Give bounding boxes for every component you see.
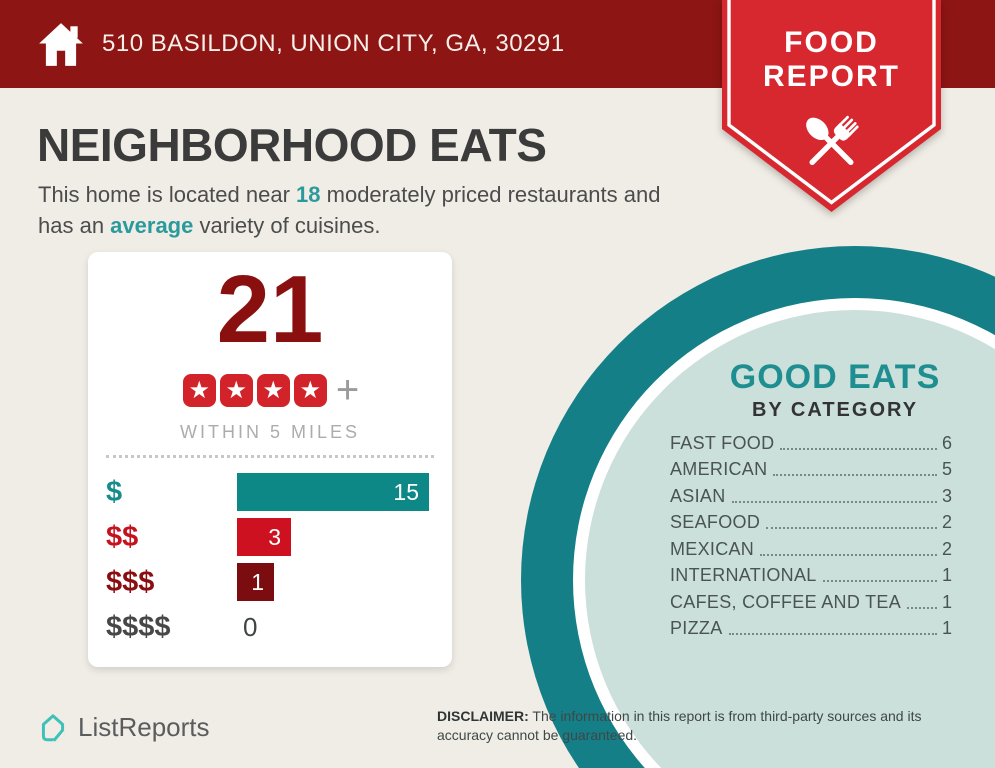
category-row: PIZZA 1 [670, 616, 952, 643]
disclaimer: DISCLAIMER: The information in this repo… [437, 707, 961, 745]
dot-leader [907, 606, 937, 609]
category-label: PIZZA [670, 618, 723, 638]
category-label: CAFES, COFFEE AND TEA [670, 591, 902, 612]
dot-leader [760, 553, 937, 556]
variety-highlight: average [110, 213, 194, 239]
category-value: 2 [941, 512, 952, 532]
home-icon [39, 23, 83, 66]
category-value: 1 [941, 618, 952, 638]
dot-leader [766, 527, 937, 529]
dot-leader [731, 500, 937, 503]
category-row: FAST FOOD 6 [670, 430, 952, 457]
ribbon-line1: FOOD [784, 26, 879, 59]
price-bar: 3 [237, 518, 291, 557]
star-icon: ★ [293, 373, 327, 407]
category-value: 1 [941, 591, 952, 612]
total-restaurants: 21 [216, 256, 324, 363]
category-value: 6 [941, 432, 952, 453]
ribbon-border [727, 0, 936, 205]
stats-card: 21 ★ ★ ★ ★ + WITHIN 5 MILES $ 15 $$ 3 $$$ 1 … [88, 252, 452, 667]
listreports-brand: ListReports [36, 710, 210, 744]
star-icon: ★ [219, 373, 253, 407]
disclaimer-text: The information in this report is from t… [437, 708, 922, 743]
category-label: AMERICAN [670, 459, 768, 479]
category-value: 3 [941, 485, 952, 506]
intro-post: variety of cuisines. [193, 213, 381, 239]
category-label: SEAFOOD [670, 512, 761, 532]
category-label: FAST FOOD [670, 432, 775, 453]
price-label: $$ [106, 520, 139, 553]
star-icon: ★ [256, 373, 290, 407]
price-bar-value: 1 [251, 568, 264, 595]
price-label: $$$ [106, 565, 155, 598]
restaurant-count: 18 [296, 182, 321, 207]
intro-mid: moderately priced restaurants and has an [38, 182, 661, 239]
good-eats-subtitle: BY CATEGORY [751, 399, 919, 421]
dot-leader [822, 580, 937, 582]
price-row-1: $ 15 [106, 473, 434, 512]
category-row: AMERICAN 5 [670, 457, 952, 484]
category-row: SEAFOOD 2 [670, 510, 952, 537]
category-label: MEXICAN [670, 538, 755, 559]
price-label: $$$$ [106, 610, 171, 643]
price-row-4: $$$$ 0 [106, 608, 434, 646]
dot-leader [780, 447, 937, 450]
price-bar-value: 3 [268, 523, 281, 550]
category-value: 2 [941, 538, 952, 559]
category-row: ASIAN 3 [670, 483, 952, 510]
plus-icon: + [335, 368, 360, 413]
spoon-fork-icon [806, 115, 859, 166]
good-eats-title: GOOD EATS [729, 358, 941, 396]
category-value: 1 [941, 565, 952, 585]
good-eats-header: GOOD EATS BY CATEGORY [690, 358, 980, 422]
listreports-logo-icon [41, 714, 65, 742]
dot-leader [728, 633, 937, 635]
category-row: CAFES, COFFEE AND TEA 1 [670, 589, 952, 616]
intro-text: This home is located near 18 moderately … [38, 179, 698, 241]
category-row: MEXICAN 2 [670, 536, 952, 563]
price-bar: 15 [237, 473, 429, 512]
price-bar-value: 0 [243, 611, 258, 642]
food-report-ribbon: FOOD REPORT [722, 0, 941, 220]
price-bar: 1 [237, 563, 274, 602]
price-bar-chart: $ 15 $$ 3 $$$ 1 $$$$ 0 [106, 473, 434, 646]
dotted-divider [106, 455, 434, 459]
page-title: NEIGHBORHOOD EATS [37, 119, 547, 171]
price-label: $ [106, 475, 123, 508]
category-value: 5 [941, 459, 952, 479]
price-row-2: $$ 3 [106, 518, 434, 557]
price-bar-value: 15 [393, 478, 419, 505]
brand-name: ListReports [78, 711, 210, 742]
category-label: ASIAN [670, 485, 726, 506]
property-address: 510 BASILDON, UNION CITY, GA, 30291 [102, 30, 565, 57]
ribbon-line2: REPORT [763, 60, 900, 93]
category-label: INTERNATIONAL [670, 565, 817, 585]
miles-caption: WITHIN 5 MILES [179, 422, 360, 443]
star-rating: ★ ★ ★ ★ + [106, 368, 434, 413]
intro-pre: This home is located near [38, 182, 297, 207]
price-row-3: $$$ 1 [106, 563, 434, 602]
disclaimer-label: DISCLAIMER: [437, 708, 529, 724]
dot-leader [773, 474, 937, 476]
category-row: INTERNATIONAL 1 [670, 563, 952, 590]
category-list: FAST FOOD 6 AMERICAN 5 ASIAN 3 SEAFOOD 2 MEX… [670, 430, 952, 642]
star-icon: ★ [182, 373, 216, 407]
